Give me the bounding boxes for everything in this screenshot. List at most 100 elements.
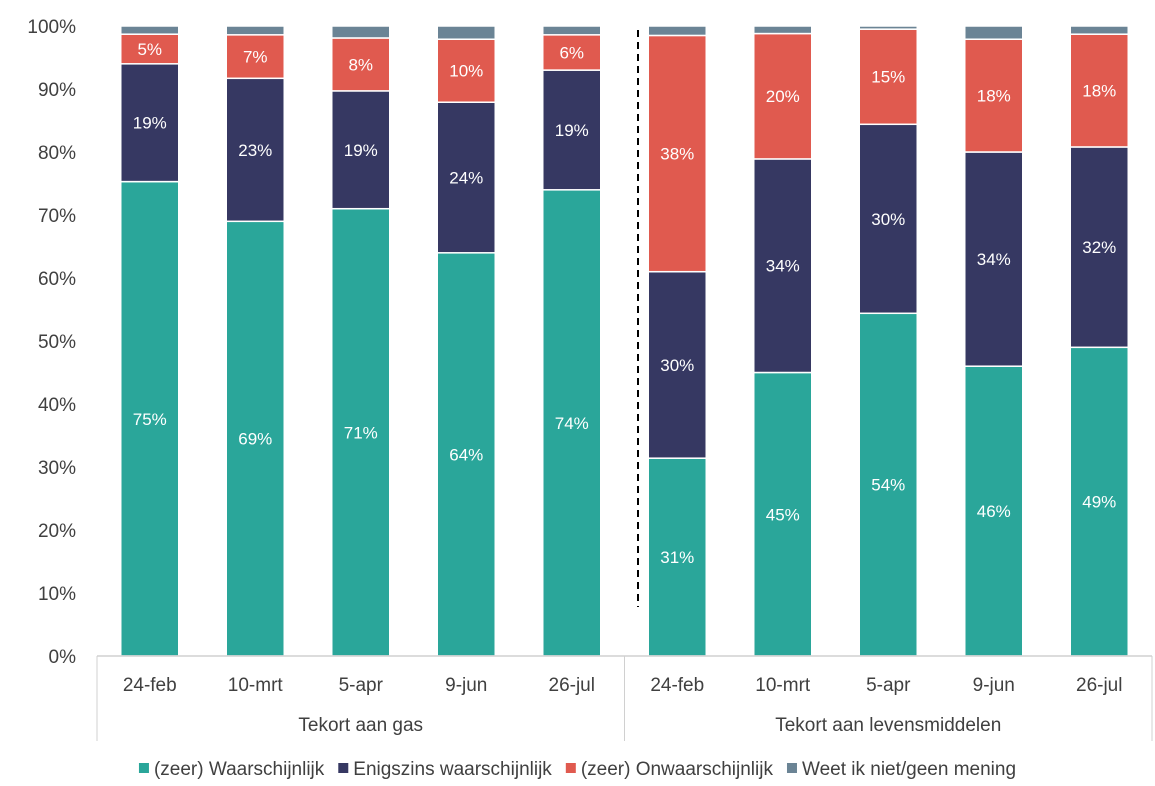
- bar-segment: [753, 158, 813, 374]
- x-tick-label: 26-jul: [1076, 675, 1122, 696]
- bar-segment: [753, 32, 813, 160]
- y-tick-label: 0%: [49, 647, 77, 668]
- x-tick-label: 10-mrt: [755, 675, 811, 696]
- legend-label: (zeer) Waarschijnlijk: [154, 759, 325, 780]
- data-label: 20%: [766, 87, 800, 106]
- bar-segment: [120, 180, 180, 657]
- x-tick-label: 9-jun: [973, 675, 1015, 696]
- x-tick-label: 26-jul: [549, 675, 595, 696]
- y-axis: 0% 10% 20% 30% 40% 50% 60% 70% 80% 90% 100%: [27, 17, 76, 668]
- y-tick-label: 10%: [38, 584, 76, 605]
- bar-segment: [225, 25, 285, 36]
- y-tick-label: 80%: [38, 143, 76, 164]
- bar-segment: [1069, 346, 1129, 657]
- x-tick-label: 9-jun: [445, 675, 487, 696]
- bar-segment: [225, 77, 285, 223]
- bar-segment: [331, 37, 391, 92]
- bar-segment: [331, 25, 391, 39]
- x-tick-label: 10-mrt: [228, 675, 284, 696]
- x-axis: 24-feb 10-mrt 5-apr 9-jun 26-jul Tekort aan g…: [96, 655, 1153, 741]
- bar-segment: [120, 63, 180, 183]
- data-label: 8%: [348, 55, 373, 74]
- legend-label: Enigszins waarschijnlijk: [353, 759, 552, 780]
- bar-segment: [542, 34, 602, 71]
- y-tick-label: 50%: [38, 332, 76, 353]
- data-label: 15%: [871, 68, 905, 87]
- bar-segment: [647, 457, 707, 657]
- x-tick-label: 5-apr: [339, 675, 384, 696]
- data-label: 32%: [1082, 238, 1116, 257]
- bar-segment: [542, 25, 602, 36]
- data-label: 18%: [977, 87, 1011, 106]
- bar-segment: [225, 34, 285, 80]
- bar-segment: [964, 365, 1024, 657]
- bar-segment: [1069, 25, 1129, 35]
- y-tick-label: 90%: [38, 80, 76, 101]
- data-label: 45%: [766, 505, 800, 524]
- legend-label: Weet ik niet/geen mening: [802, 759, 1016, 780]
- bar-segment: [1069, 33, 1129, 148]
- data-label: 30%: [871, 210, 905, 229]
- data-label: 49%: [1082, 493, 1116, 512]
- data-label: 64%: [449, 445, 483, 464]
- group-label: Tekort aan levensmiddelen: [775, 715, 1001, 736]
- y-tick-label: 30%: [38, 458, 76, 479]
- data-label: 34%: [977, 250, 1011, 269]
- y-tick-label: 70%: [38, 206, 76, 227]
- legend-swatch: [338, 763, 349, 773]
- legend-swatch: [565, 763, 576, 773]
- bar-segment: [120, 25, 180, 35]
- bar-segment: [436, 38, 496, 103]
- bar-segment: [436, 101, 496, 254]
- bar-segment: [1069, 146, 1129, 349]
- data-label: 5%: [137, 40, 162, 59]
- y-tick-label: 40%: [38, 395, 76, 416]
- data-label: 7%: [243, 48, 268, 67]
- data-label: 19%: [133, 114, 167, 133]
- data-label: 54%: [871, 476, 905, 495]
- data-label: 10%: [449, 62, 483, 81]
- data-label: 75%: [133, 410, 167, 429]
- legend: (zeer) Waarschijnlijk Enigszins waarschij…: [138, 759, 1016, 780]
- bar-segment: [964, 38, 1024, 153]
- bar-segment: [964, 151, 1024, 367]
- data-label: 6%: [559, 43, 584, 62]
- y-tick-label: 20%: [38, 521, 76, 542]
- bar-segment: [331, 90, 391, 210]
- data-label: 34%: [766, 257, 800, 276]
- bar-segment: [436, 252, 496, 657]
- data-label: 69%: [238, 430, 272, 449]
- legend-swatch: [138, 763, 149, 773]
- legend-swatch: [786, 763, 797, 773]
- bar-segment: [753, 371, 813, 657]
- bar-segment: [964, 25, 1024, 40]
- bar-segment: [225, 220, 285, 657]
- x-tick-label: 24-feb: [650, 675, 704, 696]
- y-tick-label: 100%: [27, 17, 76, 38]
- bar-segment: [858, 25, 918, 30]
- data-label: 74%: [555, 414, 589, 433]
- legend-label: (zeer) Onwaarschijnlijk: [581, 759, 774, 780]
- data-label: 38%: [660, 145, 694, 164]
- data-label: 19%: [344, 141, 378, 160]
- y-tick-label: 60%: [38, 269, 76, 290]
- data-label: 24%: [449, 169, 483, 188]
- data-label: 30%: [660, 356, 694, 375]
- group-label: Tekort aan gas: [298, 715, 423, 736]
- x-tick-label: 5-apr: [866, 675, 911, 696]
- data-label: 23%: [238, 141, 272, 160]
- bars: 75% 19% 5% 69% 23% 7% 71% 19% 8% 64% 24% 10% 74% 19% 6…: [120, 25, 1129, 657]
- data-label: 71%: [344, 423, 378, 442]
- bar-segment: [753, 25, 813, 35]
- data-label: 18%: [1082, 82, 1116, 101]
- bar-segment: [647, 270, 707, 459]
- data-label: 31%: [660, 548, 694, 567]
- x-tick-label: 24-feb: [123, 675, 177, 696]
- data-label: 19%: [555, 121, 589, 140]
- bar-segment: [858, 123, 918, 315]
- bar-segment: [436, 25, 496, 40]
- bar-segment: [647, 34, 707, 273]
- data-label: 46%: [977, 502, 1011, 521]
- bar-segment: [647, 25, 707, 37]
